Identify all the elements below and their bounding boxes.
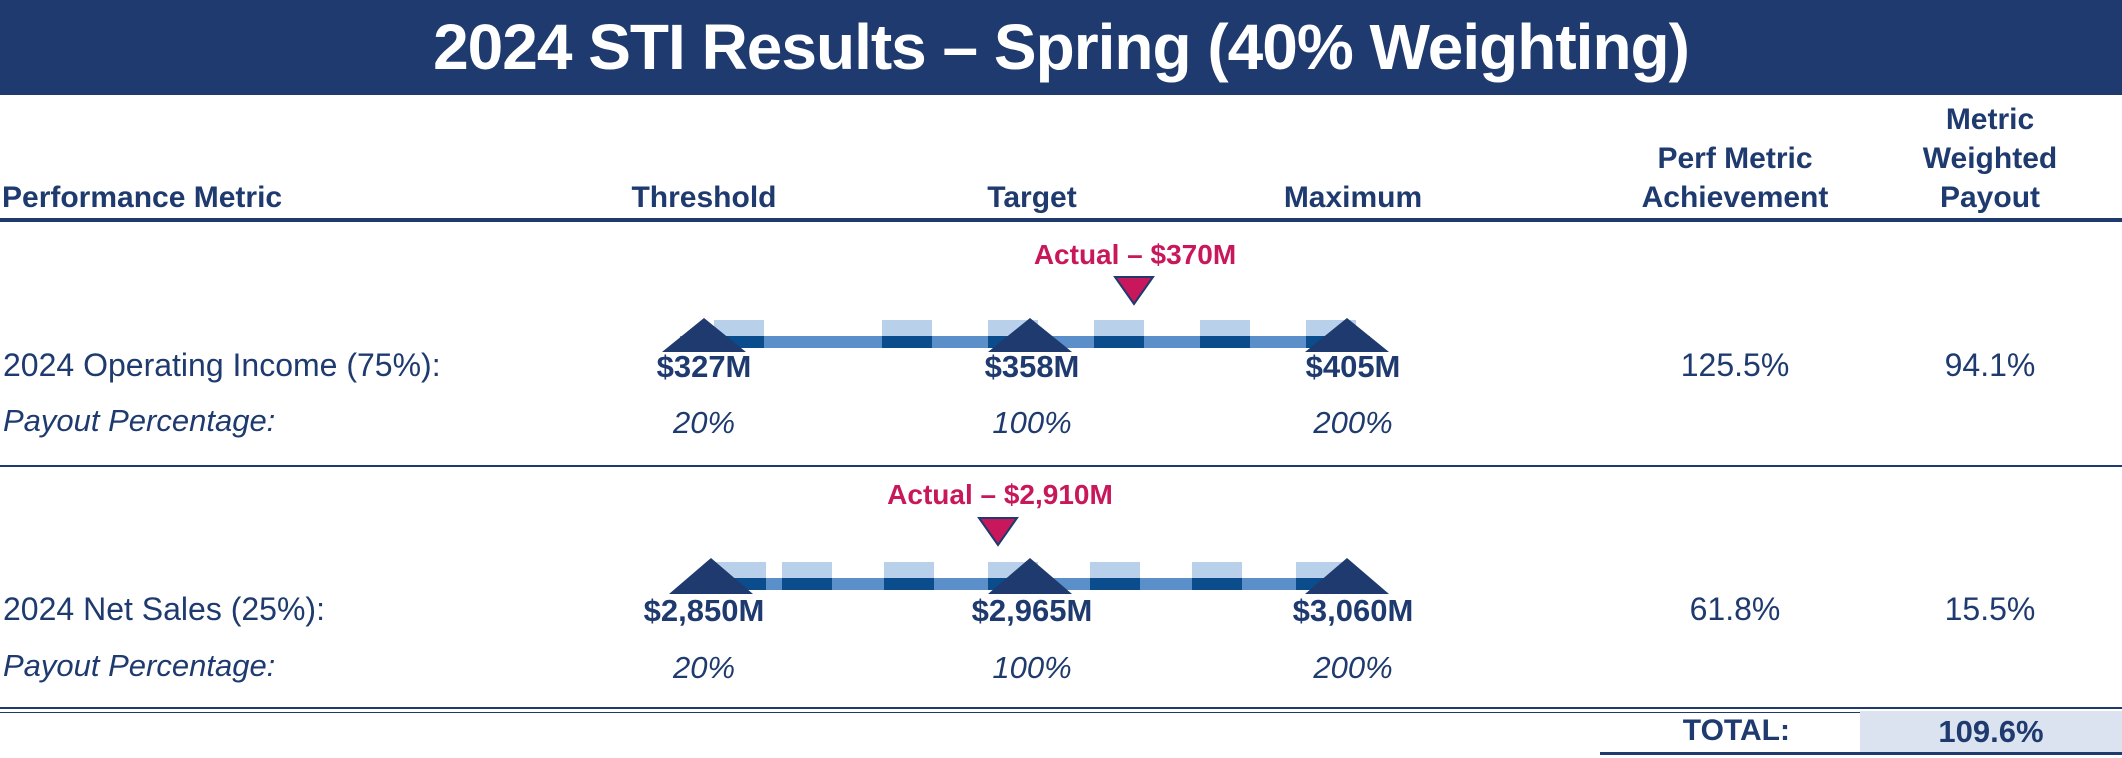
achievement-operating-income: 125.5% — [1680, 347, 1790, 383]
actual-label-operating-income: Actual – $370M — [1033, 239, 1237, 270]
header-weighted-line-2: Weighted — [1922, 142, 2058, 175]
metric-label-net-sales: 2024 Net Sales (25%): — [3, 591, 325, 627]
maximum-pct-net-sales: 200% — [1313, 650, 1393, 685]
page-title: 2024 STI Results – Spring (40% Weighting… — [0, 0, 2122, 95]
header-weighted-line-3: Payout — [1939, 181, 2041, 214]
row-divider — [0, 465, 2122, 467]
target-value-operating-income: $358M — [984, 349, 1080, 384]
threshold-marker-operating-income — [662, 318, 746, 352]
header-target: Target — [987, 181, 1077, 214]
weighted-payout-net-sales: 15.5% — [1944, 591, 2036, 627]
target-pct-operating-income: 100% — [992, 405, 1072, 440]
header-metric-weighted-payout: Metric Weighted Payout — [1840, 100, 2122, 217]
total-divider-bottom — [0, 712, 2122, 713]
threshold-pct-operating-income: 20% — [672, 405, 736, 440]
total-value: 109.6% — [1860, 711, 2122, 752]
header-achievement-line-2: Achievement — [1641, 181, 1829, 214]
header-achievement-line-1: Perf Metric — [1657, 142, 1813, 175]
payout-label-net-sales: Payout Percentage: — [3, 648, 276, 683]
metric-label-operating-income: 2024 Operating Income (75%): — [3, 347, 441, 383]
maximum-pct-operating-income: 200% — [1313, 405, 1393, 440]
total-underline — [1600, 752, 2122, 755]
payout-label-operating-income: Payout Percentage: — [3, 403, 276, 438]
threshold-value-operating-income: $327M — [656, 349, 752, 384]
threshold-value-net-sales: $2,850M — [643, 593, 765, 628]
header-performance-metric: Performance Metric — [2, 181, 283, 214]
target-marker-net-sales — [988, 558, 1072, 594]
weighted-payout-operating-income: 94.1% — [1944, 347, 2036, 383]
header-divider — [0, 218, 2122, 222]
maximum-value-net-sales: $3,060M — [1292, 593, 1414, 628]
maximum-value-operating-income: $405M — [1305, 349, 1401, 384]
target-pct-net-sales: 100% — [992, 650, 1072, 685]
threshold-pct-net-sales: 20% — [672, 650, 736, 685]
maximum-marker-net-sales — [1305, 558, 1389, 594]
target-marker-operating-income — [988, 318, 1072, 352]
target-value-net-sales: $2,965M — [971, 593, 1093, 628]
maximum-marker-operating-income — [1305, 318, 1389, 352]
actual-marker-operating-income — [1113, 276, 1155, 306]
header-threshold: Threshold — [631, 181, 777, 214]
header-weighted-line-1: Metric — [1945, 103, 2035, 136]
header-maximum: Maximum — [1283, 181, 1423, 214]
total-label: TOTAL: — [1682, 714, 1790, 747]
achievement-net-sales: 61.8% — [1689, 591, 1781, 627]
actual-label-net-sales: Actual – $2,910M — [887, 479, 1113, 510]
header-perf-metric-achievement: Perf Metric Achievement — [1585, 139, 1885, 217]
actual-marker-net-sales — [977, 517, 1019, 547]
total-divider-top — [0, 707, 2122, 709]
threshold-marker-net-sales — [669, 558, 753, 594]
